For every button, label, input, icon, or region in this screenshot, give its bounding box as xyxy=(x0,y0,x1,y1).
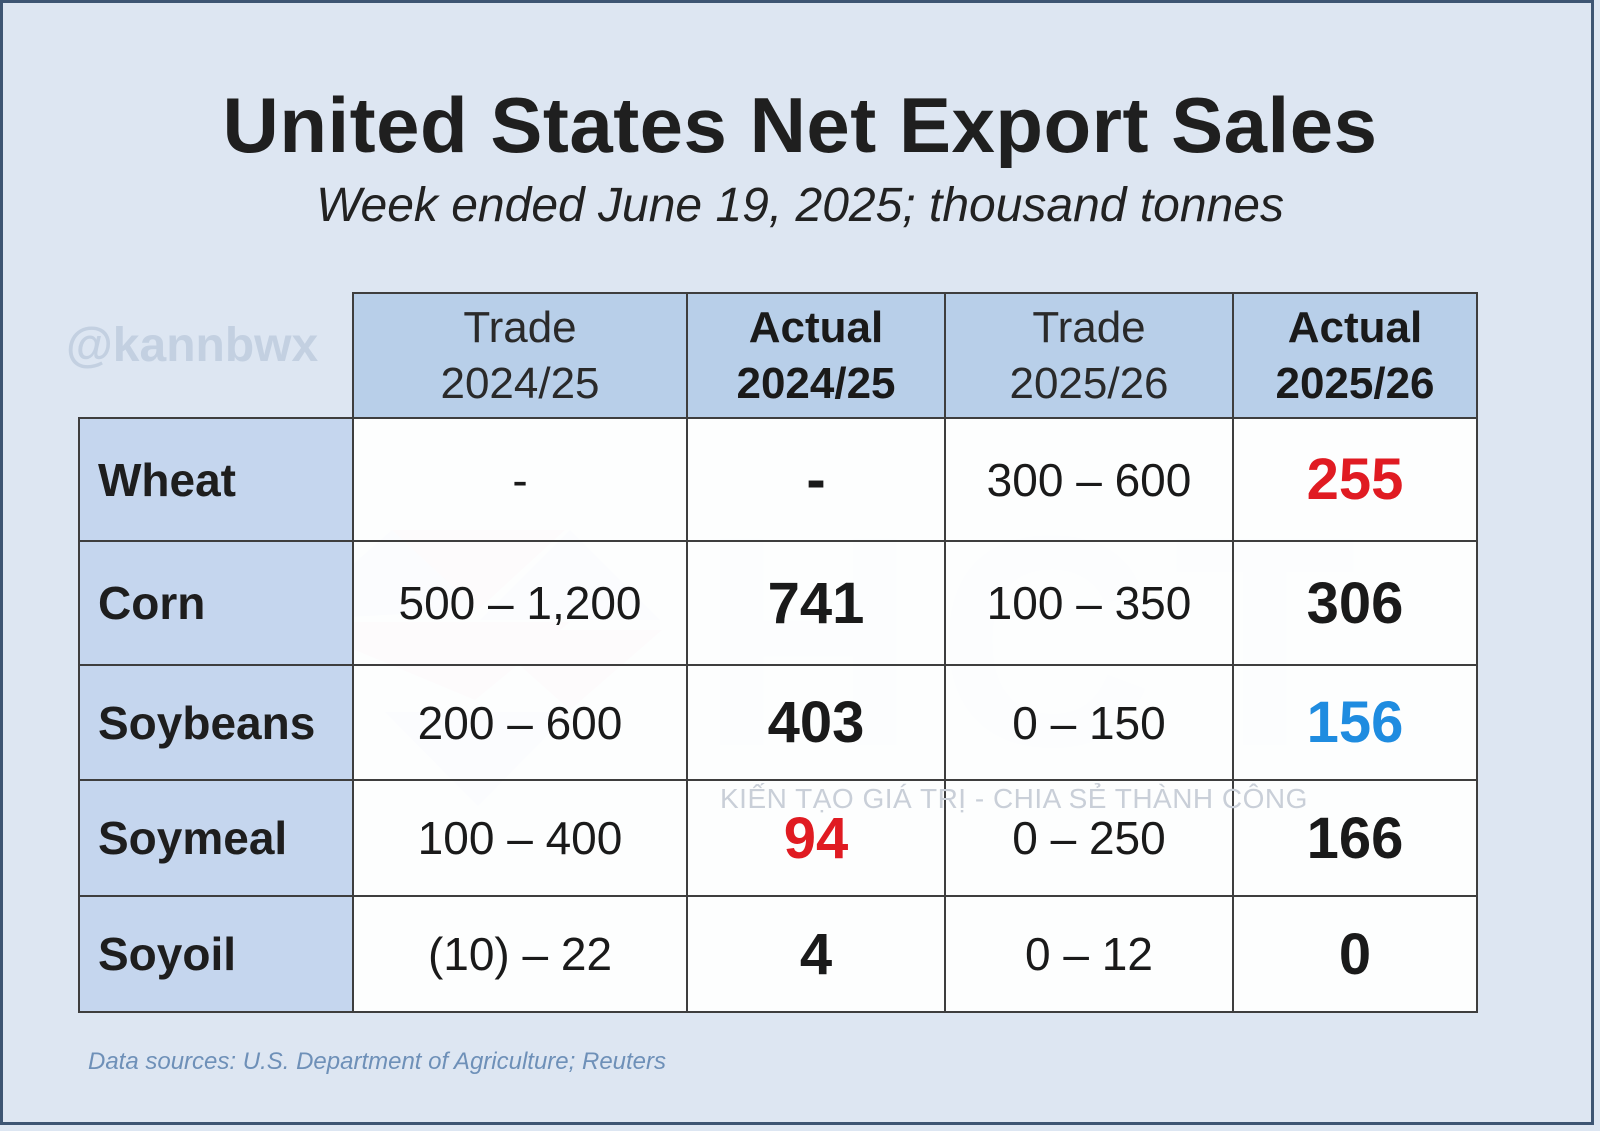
trade-range-cell: (10) – 22 xyxy=(352,895,688,1013)
column-header: Actual 2025/26 xyxy=(1232,292,1478,419)
watermark-tagline: KIẾN TẠO GIÁ TRỊ - CHIA SẺ THÀNH CÔNG xyxy=(720,783,1308,814)
actual-value-cell: 255 xyxy=(1232,417,1478,542)
trade-range-cell: 100 – 400 xyxy=(352,779,688,897)
trade-range-cell: 0 – 12 xyxy=(944,895,1234,1013)
column-header: Trade 2025/26 xyxy=(944,292,1234,419)
column-header-line1: Trade xyxy=(1032,302,1146,352)
author-handle: @kannbwx xyxy=(66,319,319,372)
data-sources: Data sources: U.S. Department of Agricul… xyxy=(88,1048,667,1075)
column-header-line1: Actual xyxy=(1287,302,1423,352)
corner-blank xyxy=(79,293,353,418)
trade-range: 100 – 400 xyxy=(417,812,623,864)
table-row: Soymeal 100 – 400 94 0 – 250 166 xyxy=(78,779,1478,897)
column-header-line2: 2025/26 xyxy=(1275,358,1435,408)
actual-value-cell: 403 xyxy=(686,664,946,781)
row-label: Wheat xyxy=(78,417,354,542)
actual-value: 741 xyxy=(767,570,865,636)
column-header: Actual 2024/25 xyxy=(686,292,946,419)
export-sales-table: Trade 2024/25 Actual 2024/25 Trade 2025/26 Act… xyxy=(78,292,1478,1013)
trade-range: 0 – 12 xyxy=(1025,928,1153,980)
actual-value-cell: 94 xyxy=(686,779,946,897)
trade-range-cell: - xyxy=(352,417,688,542)
actual-value-cell: 741 xyxy=(686,540,946,666)
table-row: Corn 500 – 1,200 741 100 – 350 306 xyxy=(78,540,1478,666)
trade-range: 0 – 150 xyxy=(1012,696,1166,749)
trade-range-cell: 0 – 250 xyxy=(944,779,1234,897)
trade-range-cell: 200 – 600 xyxy=(352,664,688,781)
row-label: Soymeal xyxy=(78,779,354,897)
trade-range: - xyxy=(512,453,528,506)
trade-range-cell: 100 – 350 xyxy=(944,540,1234,666)
column-header-line2: 2024/25 xyxy=(440,358,600,408)
actual-value: 94 xyxy=(783,805,849,871)
row-label: Soyoil xyxy=(78,895,354,1013)
actual-value: 4 xyxy=(799,921,833,987)
trade-range: 0 – 250 xyxy=(1012,812,1166,864)
actual-value-cell: 4 xyxy=(686,895,946,1013)
column-header: Trade 2024/25 xyxy=(352,292,688,419)
column-header-line2: 2025/26 xyxy=(1009,358,1169,408)
actual-value: 255 xyxy=(1306,447,1404,512)
actual-value: 0 xyxy=(1338,921,1372,987)
chart-title: United States Net Export Sales xyxy=(222,81,1378,169)
trade-range: 300 – 600 xyxy=(986,453,1192,506)
actual-value: 306 xyxy=(1306,570,1404,636)
column-header-line1: Actual xyxy=(748,302,884,352)
trade-range-cell: 300 – 600 xyxy=(944,417,1234,542)
trade-range: (10) – 22 xyxy=(427,928,613,980)
header-row: Trade 2024/25 Actual 2024/25 Trade 2025/26 Act… xyxy=(79,292,1478,419)
trade-range: 100 – 350 xyxy=(986,577,1192,629)
actual-value: 156 xyxy=(1306,690,1404,755)
actual-value-cell: 156 xyxy=(1232,664,1478,781)
actual-value-cell: 0 xyxy=(1232,895,1478,1013)
table-row: Soyoil (10) – 22 4 0 – 12 0 xyxy=(78,895,1478,1013)
column-header-line1: Trade xyxy=(463,302,577,352)
actual-value-cell: - xyxy=(686,417,946,542)
actual-value: 166 xyxy=(1306,805,1404,871)
actual-value: 403 xyxy=(767,690,865,755)
table-row: Wheat - - 300 – 600 255 xyxy=(78,417,1478,542)
actual-value: - xyxy=(806,447,826,512)
chart-subtitle: Week ended June 19, 2025; thousand tonne… xyxy=(316,179,1284,232)
actual-value-cell: 166 xyxy=(1232,779,1478,897)
actual-value-cell: 306 xyxy=(1232,540,1478,666)
column-header-line2: 2024/25 xyxy=(736,358,896,408)
row-label: Soybeans xyxy=(78,664,354,781)
trade-range: 500 – 1,200 xyxy=(398,577,642,629)
trade-range: 200 – 600 xyxy=(417,696,623,749)
row-label: Corn xyxy=(78,540,354,666)
trade-range-cell: 0 – 150 xyxy=(944,664,1234,781)
trade-range-cell: 500 – 1,200 xyxy=(352,540,688,666)
table-row: Soybeans 200 – 600 403 0 – 150 156 xyxy=(78,664,1478,781)
